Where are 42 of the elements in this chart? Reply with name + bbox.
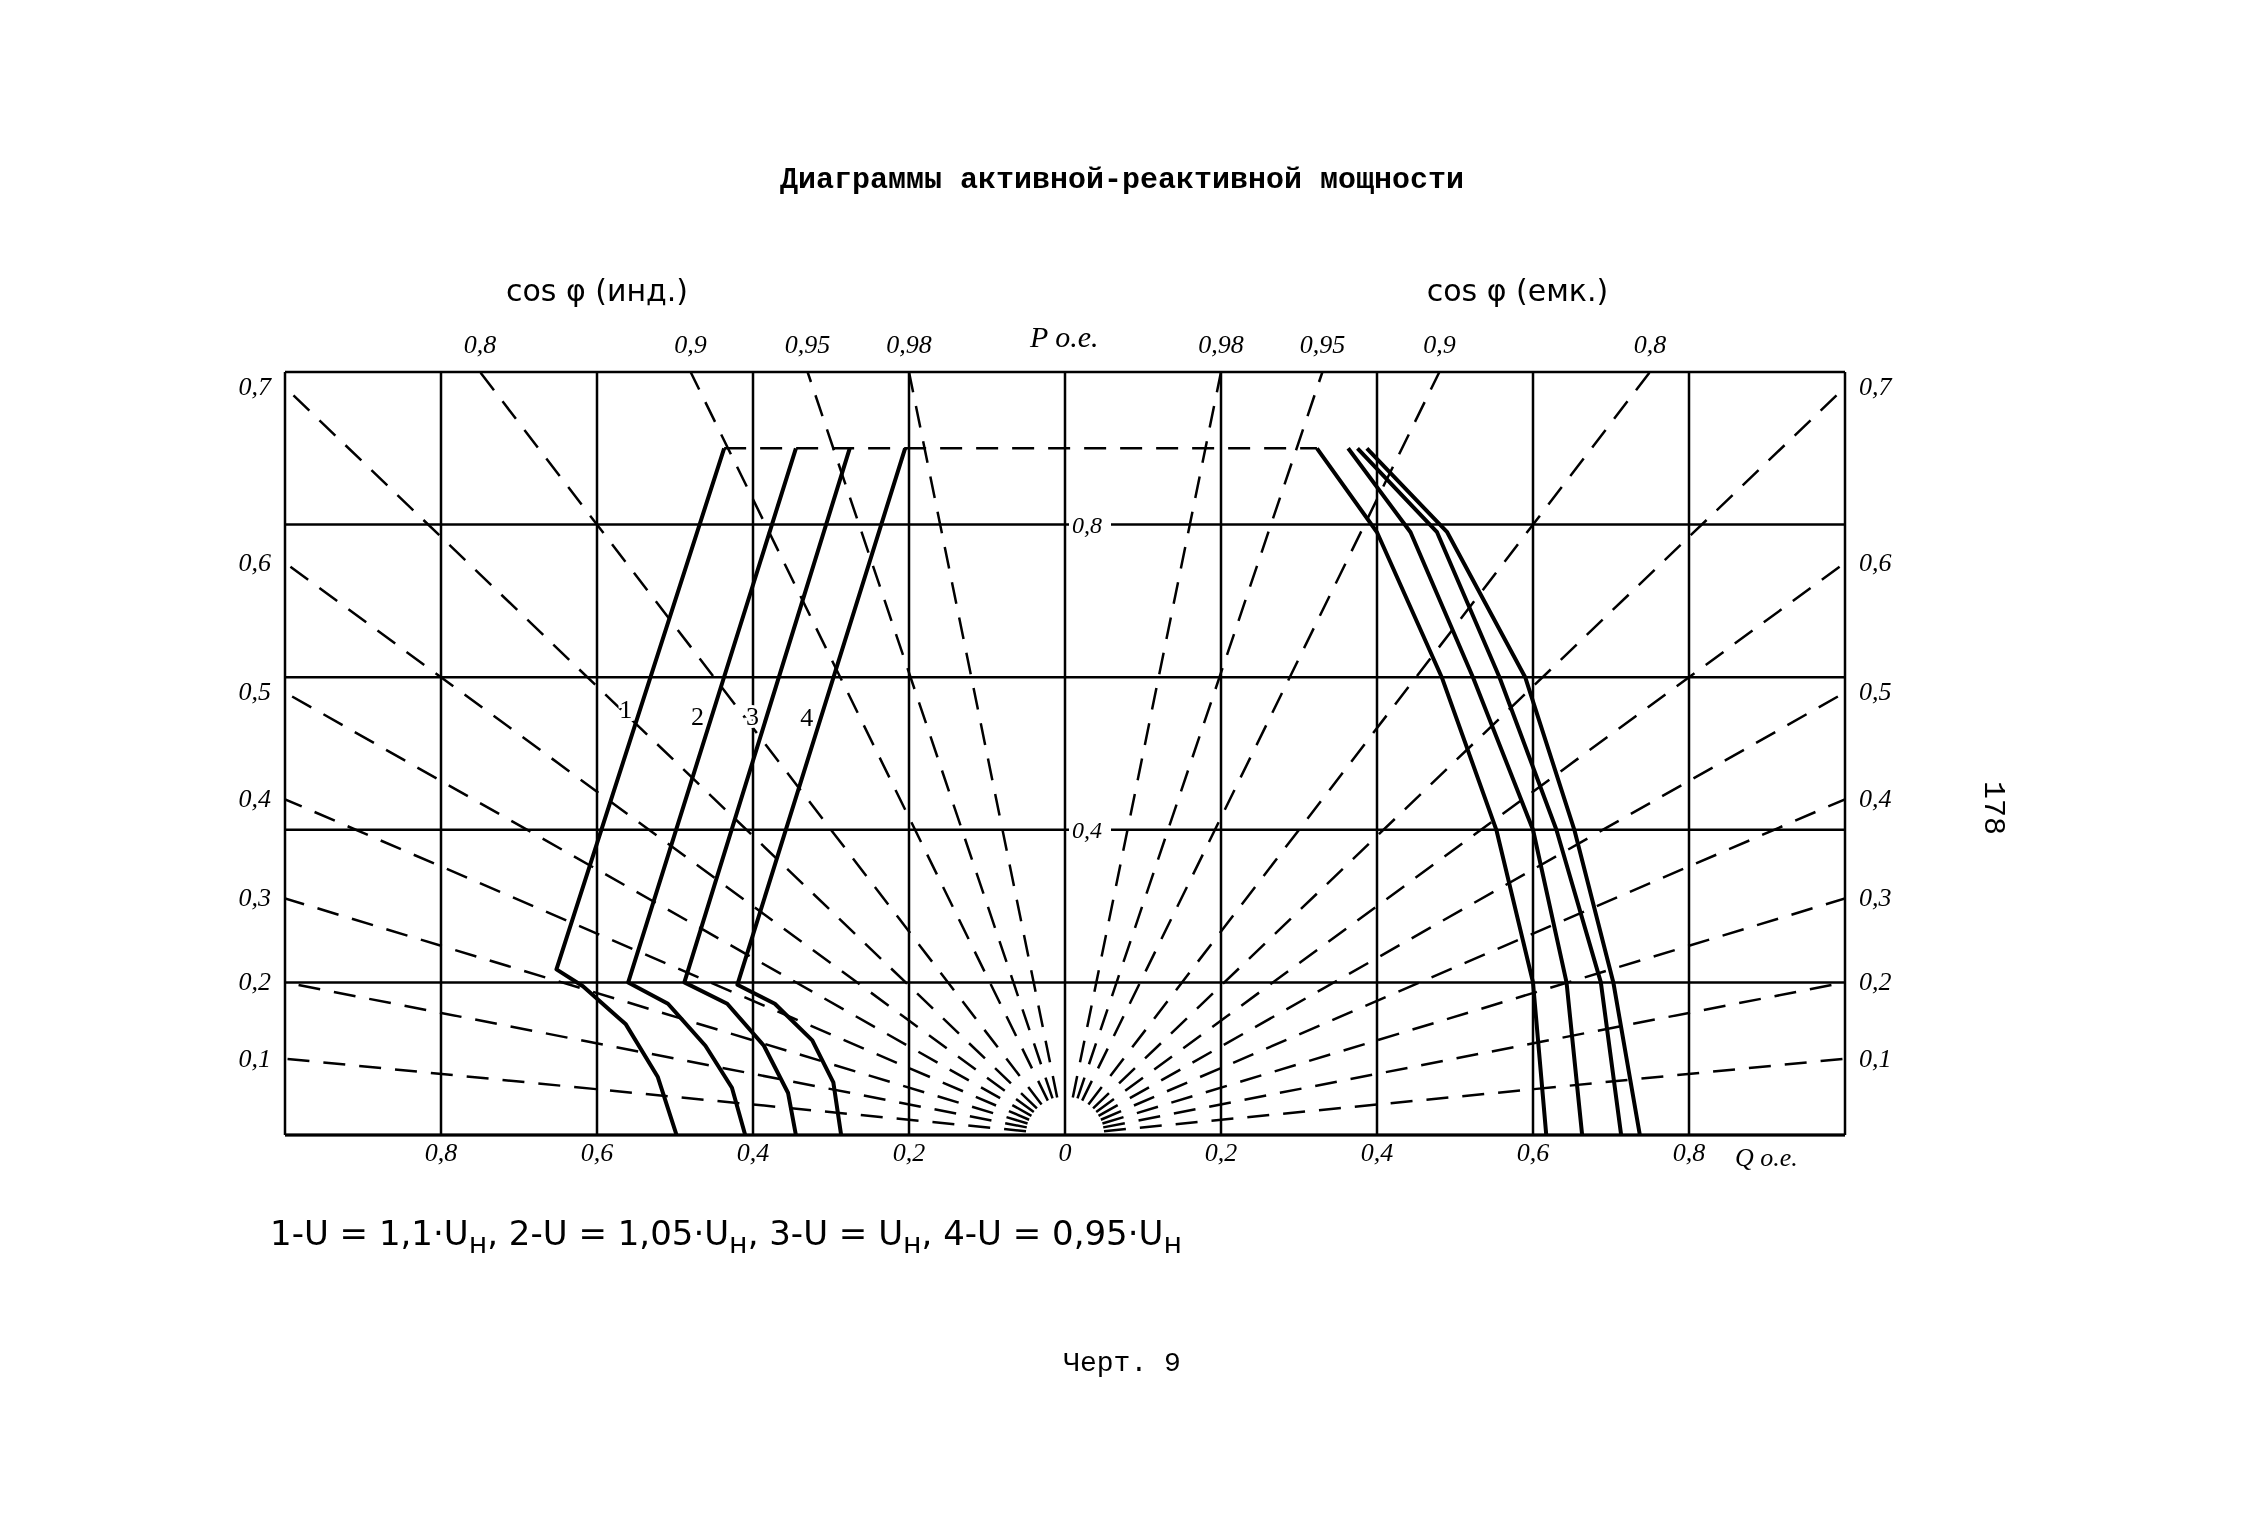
annotation: 0,95 <box>1299 330 1346 360</box>
annotation: 0,6 <box>238 547 271 578</box>
annotation: 0,1 <box>238 1043 271 1074</box>
annotation: 0,8 <box>1633 330 1667 360</box>
text: cos φ (инд.) <box>505 273 689 308</box>
series-label: 2 <box>691 701 705 731</box>
annotation: 0,4 <box>1859 784 1892 815</box>
text: 178 <box>1976 780 2010 836</box>
annotation: 0,9 <box>1423 330 1456 360</box>
annotation: 0,7 <box>1859 372 1892 403</box>
chart-title: Диаграммы активной-реактивной мощности <box>778 163 1466 197</box>
x-tick-label: 0,4 <box>736 1138 770 1168</box>
annotation: 0,3 <box>1859 883 1892 914</box>
annotation: 0,6 <box>1859 547 1892 578</box>
annotation: 0,2 <box>238 967 271 998</box>
annotation: 0,5 <box>238 677 271 708</box>
x-axis-title: Q о.е. <box>1735 1143 1798 1173</box>
annotation: 0,4 <box>238 784 271 815</box>
x-tick-label: 0,6 <box>580 1138 614 1168</box>
series-label: 4 <box>800 702 814 732</box>
annotation: 0,7 <box>238 372 271 403</box>
text: 1-U = 1,1·U$_{н}$, 2-U = 1,05·U$_{н}$, 3-U = U$_{н}$, 4-U = 0,95·U$_{н}$ <box>270 1213 1182 1260</box>
x-tick-label: 0 <box>1058 1138 1072 1168</box>
text: cos φ (емк.) <box>1426 273 1609 308</box>
annotation: 0,98 <box>1198 330 1244 360</box>
x-tick-label: 0,8 <box>424 1138 458 1168</box>
x-tick-label: 0,4 <box>1360 1138 1394 1168</box>
y-axis-title: P о.е. <box>1030 320 1099 354</box>
x-tick-label: 0,2 <box>1204 1138 1238 1168</box>
annotation: 0,98 <box>886 330 932 360</box>
text: Черт. 9 <box>1063 1348 1181 1379</box>
annotation: 0,8 <box>463 330 497 360</box>
annotation: 0,3 <box>238 883 271 914</box>
annotation: 0,9 <box>674 330 707 360</box>
series-label: 1 <box>619 695 633 725</box>
x-tick-label: 0,2 <box>892 1138 926 1168</box>
x-tick-label: 0,8 <box>1672 1138 1706 1168</box>
annotation: 0,1 <box>1859 1043 1892 1074</box>
annotation: 0,95 <box>784 330 831 360</box>
annotation: 0,2 <box>1859 967 1892 998</box>
x-tick-label: 0,6 <box>1516 1138 1550 1168</box>
annotation: 0,5 <box>1859 677 1892 708</box>
